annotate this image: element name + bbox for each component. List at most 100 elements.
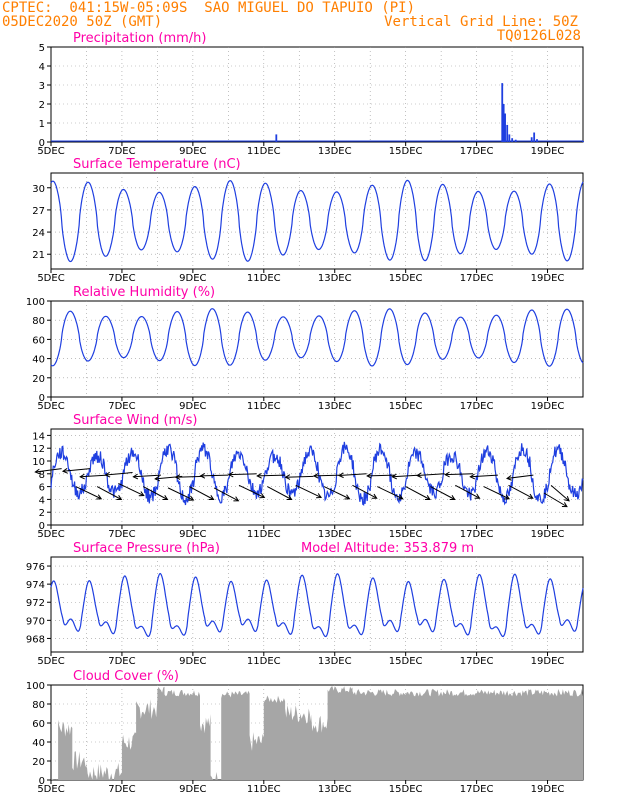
x-tick-label: 19DEC: [531, 401, 565, 412]
wind-vector: [257, 474, 286, 477]
panel-title: Relative Humidity (%): [73, 285, 215, 300]
wind-vector: [352, 484, 377, 499]
y-tick-label: 21: [32, 250, 45, 261]
x-tick-label: 11DEC: [247, 146, 281, 157]
y-tick-label: 100: [26, 681, 45, 692]
wind-vector: [295, 484, 322, 498]
y-tick-label: 3: [39, 81, 45, 92]
wind-vector: [238, 484, 265, 498]
wind-arrowhead: [316, 493, 323, 499]
y-tick-label: 976: [26, 562, 45, 573]
y-tick-label: 14: [32, 431, 45, 442]
panel-pres: 968 970 972 974 976 5DEC 7DEC 9DEC 11DEC 13DEC 15D…: [26, 541, 584, 667]
plot-frame: [50, 300, 584, 398]
y-tick-label: 968: [26, 634, 45, 645]
x-tick-label: 17DEC: [460, 784, 494, 795]
x-tick-label: 11DEC: [247, 273, 281, 284]
wind-arrowhead: [344, 494, 351, 500]
wind-vector: [506, 474, 534, 479]
panel-title: Precipitation (mm/h): [73, 31, 206, 46]
y-tick-label: 40: [32, 355, 45, 366]
wind-line: [50, 441, 584, 506]
y-tick-label: 60: [32, 719, 45, 730]
wind-vector: [483, 486, 510, 500]
x-tick-label: 15DEC: [389, 146, 423, 157]
wind-vector: [175, 475, 204, 478]
wind-vector: [133, 474, 161, 478]
x-tick-label: 9DEC: [179, 784, 206, 795]
wind-vector: [455, 484, 480, 499]
wind-vector: [392, 474, 420, 478]
x-tick-label: 17DEC: [460, 529, 494, 540]
panel-title: Cloud Cover (%): [73, 669, 179, 684]
wind-arrowhead: [284, 474, 291, 480]
wind-arrowhead: [256, 472, 262, 479]
wind-vector: [339, 473, 367, 477]
y-tick-label: 24: [32, 228, 45, 239]
x-tick-label: 19DEC: [531, 529, 565, 540]
x-tick-label: 13DEC: [318, 529, 352, 540]
wind-vector: [550, 484, 570, 502]
wind-vector: [313, 474, 342, 477]
panel-wind: 0 2 46 8 10 12 14 5DEC 7DEC 9DEC 11DEC 13DEC 15DEC 17…: [32, 413, 584, 540]
wind-vector: [543, 492, 568, 508]
panel-title: Surface Wind (m/s): [73, 413, 197, 428]
wind-arrowhead: [79, 473, 85, 480]
wind-vector: [35, 468, 62, 473]
x-tick-label: 15DEC: [389, 401, 423, 412]
x-tick-label: 13DEC: [318, 401, 352, 412]
x-tick-label: 7DEC: [108, 146, 135, 157]
precip-bar: [530, 137, 533, 142]
wind-vector: [200, 474, 229, 477]
y-tick-label: 972: [26, 598, 45, 609]
y-tick-label: 60: [32, 335, 45, 346]
wind-vector: [96, 486, 122, 500]
y-tick-label: 6: [39, 483, 45, 494]
x-tick-label: 19DEC: [531, 146, 565, 157]
x-tick-label: 7DEC: [108, 273, 135, 284]
y-tick-label: 5: [39, 43, 45, 54]
wind-arrowhead: [504, 494, 511, 500]
wind-vector: [167, 487, 194, 501]
y-tick-label: 4: [39, 495, 45, 506]
x-tick-label: 5DEC: [37, 146, 64, 157]
x-tick-label: 15DEC: [389, 273, 423, 284]
wind-arrowhead: [286, 495, 293, 501]
precip-bar: [504, 113, 506, 142]
x-tick-label: 15DEC: [389, 529, 423, 540]
wind-arrowhead: [34, 468, 41, 475]
x-tick-label: 19DEC: [531, 656, 565, 667]
wind-arrowhead: [208, 495, 215, 501]
wind-arrowhead: [154, 475, 160, 482]
precip-bar: [502, 104, 505, 142]
precip-bar: [508, 134, 511, 142]
y-tick-label: 30: [32, 184, 45, 195]
x-tick-label: 15DEC: [389, 656, 423, 667]
precip-bar: [536, 139, 538, 142]
x-tick-label: 17DEC: [460, 273, 494, 284]
model-altitude: Model Altitude: 353.879 m: [301, 541, 474, 556]
y-tick-label: 20: [32, 374, 45, 385]
panel-temp: 21 24 27 30 5DEC 7DEC 9DEC 11DEC 13DEC 15DEC 17DEC…: [32, 157, 584, 284]
wind-vector: [75, 486, 102, 500]
wind-arrowhead: [259, 493, 266, 499]
x-tick-label: 11DEC: [247, 784, 281, 795]
precip-bar: [506, 124, 509, 142]
x-tick-label: 7DEC: [108, 656, 135, 667]
plot-frame: [50, 46, 584, 143]
wind-arrowhead: [561, 502, 568, 508]
wind-arrowhead: [527, 493, 534, 499]
temp-line: [50, 179, 584, 263]
x-tick-label: 11DEC: [247, 401, 281, 412]
precip-bar: [275, 134, 278, 142]
wind-vector: [367, 474, 396, 477]
wind-vector: [62, 468, 91, 472]
wind-arrowhead: [132, 473, 139, 480]
wind-vector: [417, 473, 445, 477]
wind-arrowhead: [424, 495, 431, 501]
plot-frame: [50, 428, 584, 526]
x-tick-label: 9DEC: [179, 146, 206, 157]
y-tick-label: 80: [32, 700, 45, 711]
wind-vector: [377, 486, 403, 500]
